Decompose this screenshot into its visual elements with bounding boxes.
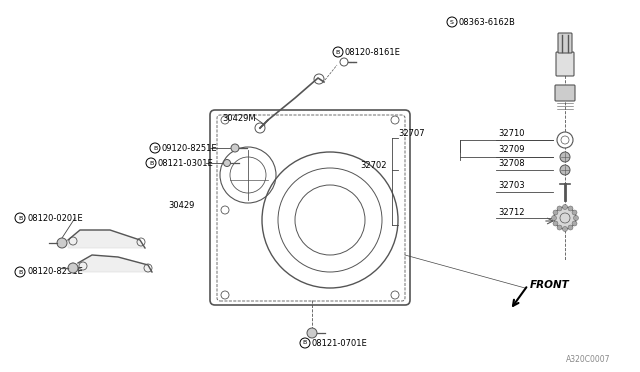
Text: 32712: 32712 bbox=[498, 208, 525, 217]
Circle shape bbox=[557, 132, 573, 148]
Text: 32708: 32708 bbox=[498, 158, 525, 167]
Circle shape bbox=[568, 206, 573, 211]
Circle shape bbox=[552, 215, 557, 221]
Circle shape bbox=[572, 210, 577, 215]
Circle shape bbox=[57, 238, 67, 248]
Circle shape bbox=[560, 152, 570, 162]
Text: 08363-6162B: 08363-6162B bbox=[459, 17, 516, 26]
Circle shape bbox=[563, 205, 568, 209]
FancyBboxPatch shape bbox=[556, 52, 574, 76]
Circle shape bbox=[231, 144, 239, 152]
Circle shape bbox=[560, 165, 570, 175]
Circle shape bbox=[568, 225, 573, 230]
FancyBboxPatch shape bbox=[558, 33, 572, 53]
Text: B: B bbox=[336, 49, 340, 55]
Text: 32703: 32703 bbox=[498, 180, 525, 189]
Text: 32702: 32702 bbox=[360, 160, 387, 170]
Circle shape bbox=[223, 160, 230, 167]
Circle shape bbox=[68, 263, 78, 273]
Circle shape bbox=[557, 225, 562, 230]
Text: 08121-0701E: 08121-0701E bbox=[312, 339, 368, 347]
FancyBboxPatch shape bbox=[555, 85, 575, 101]
Polygon shape bbox=[68, 230, 145, 248]
Text: A320C0007: A320C0007 bbox=[566, 356, 611, 365]
Text: 30429M: 30429M bbox=[222, 113, 255, 122]
Text: 08121-0301E: 08121-0301E bbox=[158, 158, 214, 167]
Text: 09120-8251E: 09120-8251E bbox=[162, 144, 218, 153]
Text: B: B bbox=[18, 215, 22, 221]
Text: B: B bbox=[303, 340, 307, 346]
Text: 08120-8251E: 08120-8251E bbox=[27, 267, 83, 276]
Circle shape bbox=[307, 328, 317, 338]
Text: 32709: 32709 bbox=[498, 144, 525, 154]
Text: B: B bbox=[18, 269, 22, 275]
Text: 32710: 32710 bbox=[498, 128, 525, 138]
Circle shape bbox=[553, 221, 558, 226]
Circle shape bbox=[554, 207, 576, 229]
Text: B: B bbox=[153, 145, 157, 151]
Circle shape bbox=[573, 215, 579, 221]
Circle shape bbox=[572, 221, 577, 226]
Text: 08120-0201E: 08120-0201E bbox=[27, 214, 83, 222]
Text: 32707: 32707 bbox=[398, 128, 424, 138]
Text: S: S bbox=[450, 19, 454, 25]
Text: B: B bbox=[149, 160, 153, 166]
Circle shape bbox=[553, 210, 558, 215]
Text: 08120-8161E: 08120-8161E bbox=[345, 48, 401, 57]
Text: 30429: 30429 bbox=[168, 201, 195, 209]
Text: FRONT: FRONT bbox=[530, 280, 570, 290]
Circle shape bbox=[557, 206, 562, 211]
Circle shape bbox=[563, 227, 568, 231]
Polygon shape bbox=[78, 255, 152, 272]
